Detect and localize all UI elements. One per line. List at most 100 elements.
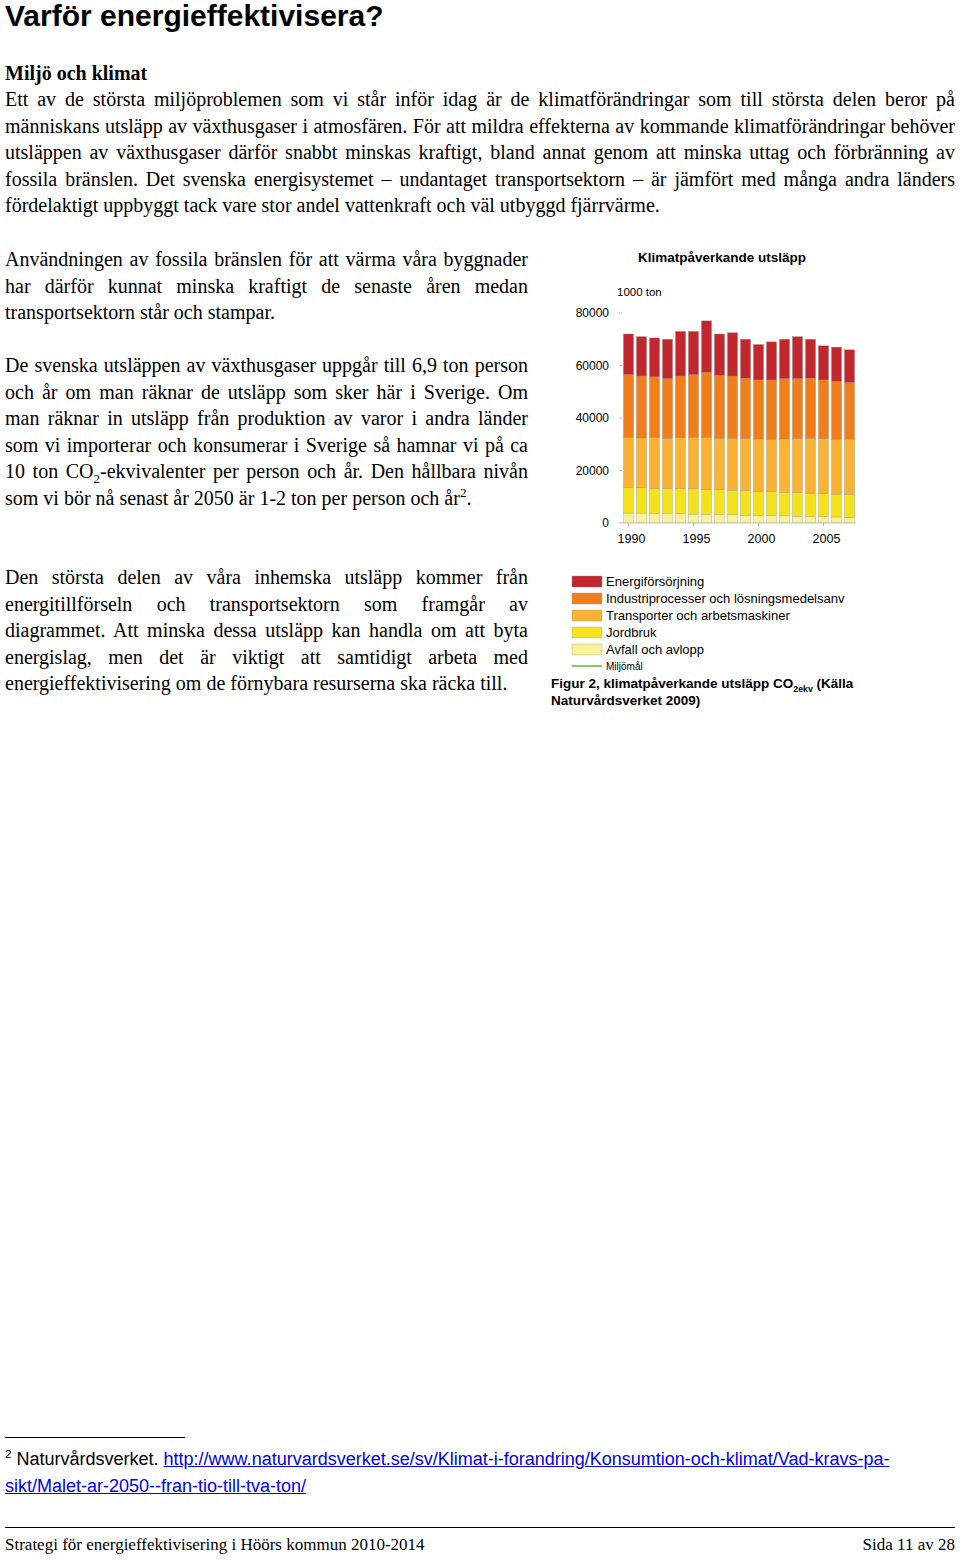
bar-segment	[844, 383, 854, 440]
bar-segment	[792, 493, 802, 516]
chart: Klimatpåverkande utsläpp1000 ton02000040…	[0, 0, 960, 1560]
bar-segment	[688, 489, 698, 514]
x-tick-label: 1990	[618, 532, 646, 546]
x-tick-label: 1995	[683, 532, 711, 546]
bar-segment	[831, 494, 841, 517]
bar-segment	[649, 488, 659, 513]
bar-segment	[688, 331, 698, 374]
y-tick-label: 40000	[576, 411, 610, 425]
bar-segment	[831, 440, 841, 495]
bar-segment	[675, 438, 685, 489]
text-run: Figur 2, klimatpåverkande utsläpp CO	[551, 676, 793, 691]
y-tick	[619, 523, 622, 524]
bar-segment	[662, 379, 672, 439]
bar-segment	[727, 376, 737, 438]
footnote-number: 2	[5, 1447, 12, 1460]
bar-segment	[818, 439, 828, 494]
paragraph: Ett av de största miljöproblemen som vi …	[5, 86, 955, 219]
bar-segment	[714, 490, 724, 515]
bar-segment	[623, 375, 633, 438]
subscript: 2ekv	[793, 684, 813, 694]
bar-segment	[779, 492, 789, 516]
x-tick-label: 2000	[748, 532, 776, 546]
bar-segment	[623, 487, 633, 513]
bar-segment	[753, 345, 763, 380]
bar-segment	[779, 379, 789, 439]
bar-segment	[662, 489, 672, 514]
legend-label: Industriprocesser och lösningsmedelsanv	[606, 591, 845, 606]
bar-segment	[701, 321, 711, 372]
bar-segment	[753, 380, 763, 439]
bar-segment	[675, 514, 685, 523]
bar-segment	[636, 438, 646, 488]
footnote: 2 Naturvårdsverket. http://www.naturvard…	[5, 1446, 930, 1500]
legend-swatch	[572, 610, 602, 621]
paragraph: Den största delen av våra inhemska utslä…	[5, 564, 528, 697]
bar-segment	[740, 438, 750, 491]
bar-segment	[844, 350, 854, 383]
bar-segment	[623, 437, 633, 487]
bar-segment	[805, 516, 815, 523]
bar-segment	[649, 377, 659, 438]
bar-segment	[792, 516, 802, 523]
bar-segment	[805, 378, 815, 438]
y-tick-label: 20000	[576, 464, 610, 478]
bar-segment	[792, 439, 802, 493]
bar-segment	[844, 517, 854, 523]
bar-segment	[727, 490, 737, 515]
legend-swatch	[572, 665, 602, 667]
bar-segment	[649, 338, 659, 377]
legend-swatch	[572, 576, 602, 587]
bar-segment	[636, 376, 646, 438]
bar-segment	[766, 439, 776, 492]
bar-segment	[831, 381, 841, 439]
bar-segment	[675, 489, 685, 514]
text-run: .	[466, 487, 471, 509]
text-run: Ett av de största miljöproblemen som vi …	[5, 88, 955, 216]
bar-segment	[701, 372, 711, 437]
legend-swatch	[572, 627, 602, 638]
bar-segment	[649, 438, 659, 489]
y-tick	[619, 313, 622, 314]
bar-segment	[701, 489, 711, 514]
bar-segment	[740, 515, 750, 523]
text-run: Användningen av fossila bränslen för att…	[5, 248, 528, 323]
bar-segment	[740, 491, 750, 515]
bar-segment	[779, 339, 789, 378]
bar-segment	[831, 517, 841, 523]
bar-segment	[701, 514, 711, 523]
bar-segment	[779, 439, 789, 492]
bar-segment	[675, 331, 685, 376]
bar-segment	[714, 438, 724, 489]
bar-segment	[714, 515, 724, 523]
y-tick	[619, 470, 622, 471]
bar-segment	[818, 494, 828, 517]
bar-segment	[766, 342, 776, 380]
bar-segment	[805, 438, 815, 493]
page-heading: Varför energieffektivisera?	[5, 0, 384, 32]
subscript: 2	[94, 471, 101, 486]
section-heading: Miljö och klimat	[5, 60, 147, 86]
legend-label: Jordbruk	[606, 625, 657, 640]
chart-title: Klimatpåverkande utsläpp	[638, 250, 806, 265]
bar-segment	[753, 491, 763, 515]
bar-segment	[662, 514, 672, 523]
y-tick-label: 60000	[576, 359, 610, 373]
bar-segment	[753, 439, 763, 491]
legend-swatch	[572, 593, 602, 604]
y-tick	[619, 418, 622, 419]
legend-label: Transporter och arbetsmaskiner	[606, 608, 790, 623]
bar-segment	[714, 334, 724, 375]
bar-segment	[688, 437, 698, 488]
bar-segment	[740, 378, 750, 438]
y-axis-label: 1000 ton	[617, 286, 662, 298]
footer-left: Strategi för energieffektivisering i Höö…	[5, 1534, 425, 1556]
paragraph: De svenska utsläppen av växthusgaser upp…	[5, 352, 528, 512]
bar-segment	[688, 375, 698, 438]
bar-segment	[844, 494, 854, 517]
bar-segment	[753, 515, 763, 523]
legend-label: Avfall och avlopp	[606, 642, 704, 657]
y-tick-label: 80000	[576, 306, 610, 320]
bar-segment	[818, 517, 828, 523]
bar-segment	[727, 515, 737, 523]
